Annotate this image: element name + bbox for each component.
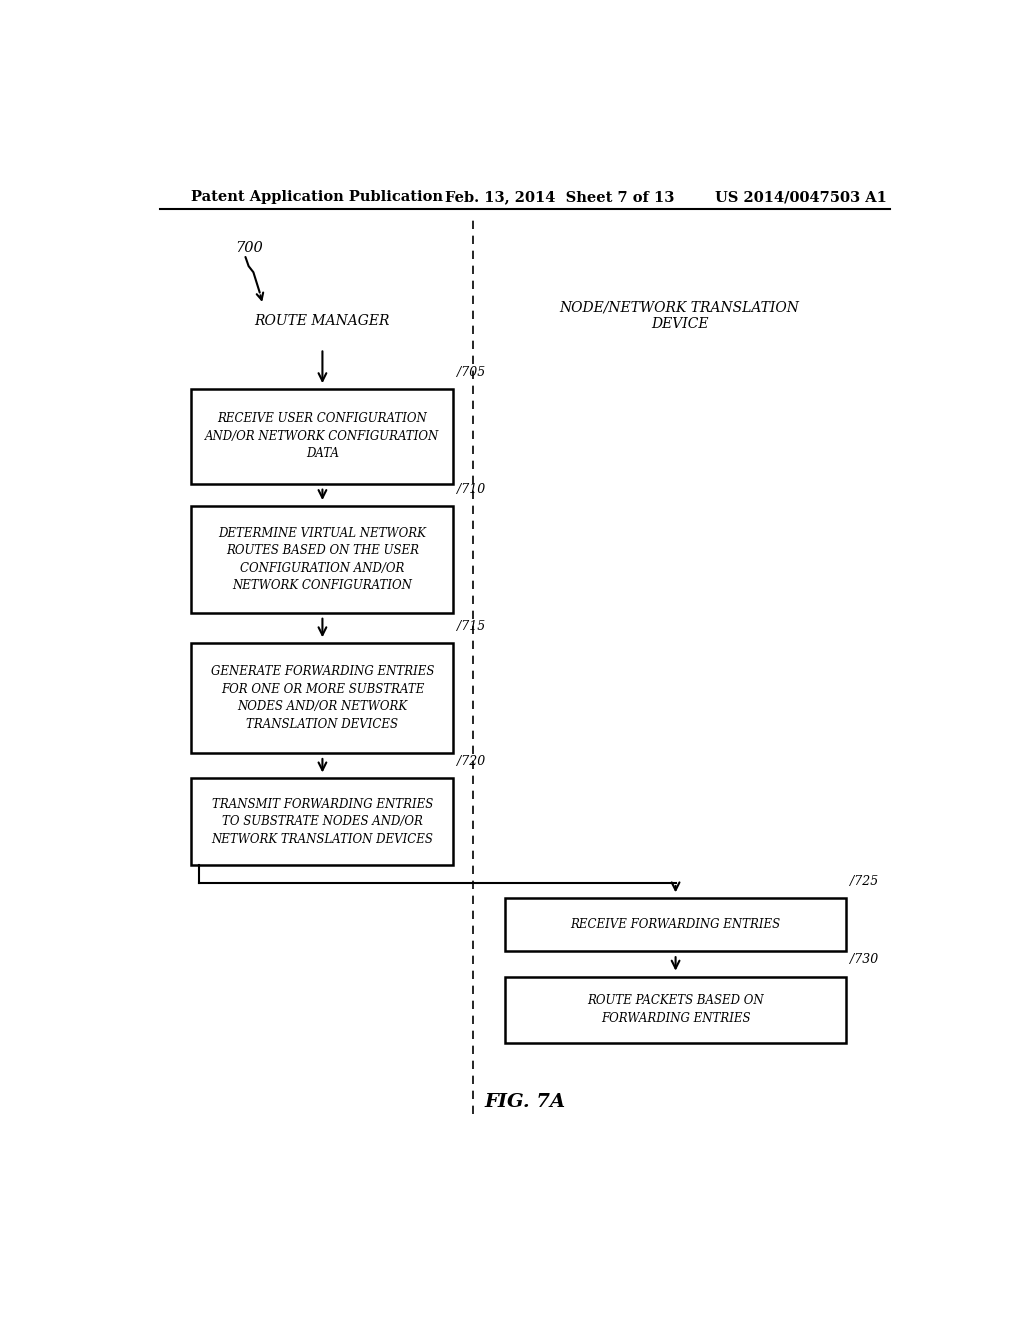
Bar (191, 506, 454, 612)
Text: DETERMINE VIRTUAL NETWORK
ROUTES BASED ON THE USER
CONFIGURATION AND/OR
NETWORK : DETERMINE VIRTUAL NETWORK ROUTES BASED O… (218, 527, 426, 593)
Text: TRANSMIT FORWARDING ENTRIES
TO SUBSTRATE NODES AND/OR
NETWORK TRANSLATION DEVICE: TRANSMIT FORWARDING ENTRIES TO SUBSTRATE… (212, 797, 433, 846)
Bar (505, 977, 846, 1043)
Text: /720: /720 (458, 755, 485, 768)
Text: GENERATE FORWARDING ENTRIES
FOR ONE OR MORE SUBSTRATE
NODES AND/OR NETWORK
TRANS: GENERATE FORWARDING ENTRIES FOR ONE OR M… (211, 665, 434, 731)
Text: ROUTE MANAGER: ROUTE MANAGER (255, 314, 390, 329)
Text: ROUTE PACKETS BASED ON
FORWARDING ENTRIES: ROUTE PACKETS BASED ON FORWARDING ENTRIE… (588, 994, 764, 1024)
Bar (191, 779, 454, 865)
Text: US 2014/0047503 A1: US 2014/0047503 A1 (715, 190, 887, 205)
Text: FIG. 7A: FIG. 7A (484, 1093, 565, 1110)
Text: /725: /725 (850, 875, 879, 888)
Bar (191, 643, 454, 752)
Text: Feb. 13, 2014  Sheet 7 of 13: Feb. 13, 2014 Sheet 7 of 13 (445, 190, 675, 205)
Text: 700: 700 (236, 240, 263, 255)
Text: RECEIVE FORWARDING ENTRIES: RECEIVE FORWARDING ENTRIES (570, 919, 780, 932)
Text: /730: /730 (850, 953, 879, 966)
Text: /715: /715 (458, 620, 485, 634)
Text: /710: /710 (458, 483, 485, 496)
Text: /705: /705 (458, 366, 485, 379)
Bar (191, 389, 454, 483)
Text: Patent Application Publication: Patent Application Publication (191, 190, 443, 205)
Bar (505, 899, 846, 952)
Text: NODE/NETWORK TRANSLATION
DEVICE: NODE/NETWORK TRANSLATION DEVICE (559, 301, 800, 331)
Text: RECEIVE USER CONFIGURATION
AND/OR NETWORK CONFIGURATION
DATA: RECEIVE USER CONFIGURATION AND/OR NETWOR… (205, 412, 439, 461)
